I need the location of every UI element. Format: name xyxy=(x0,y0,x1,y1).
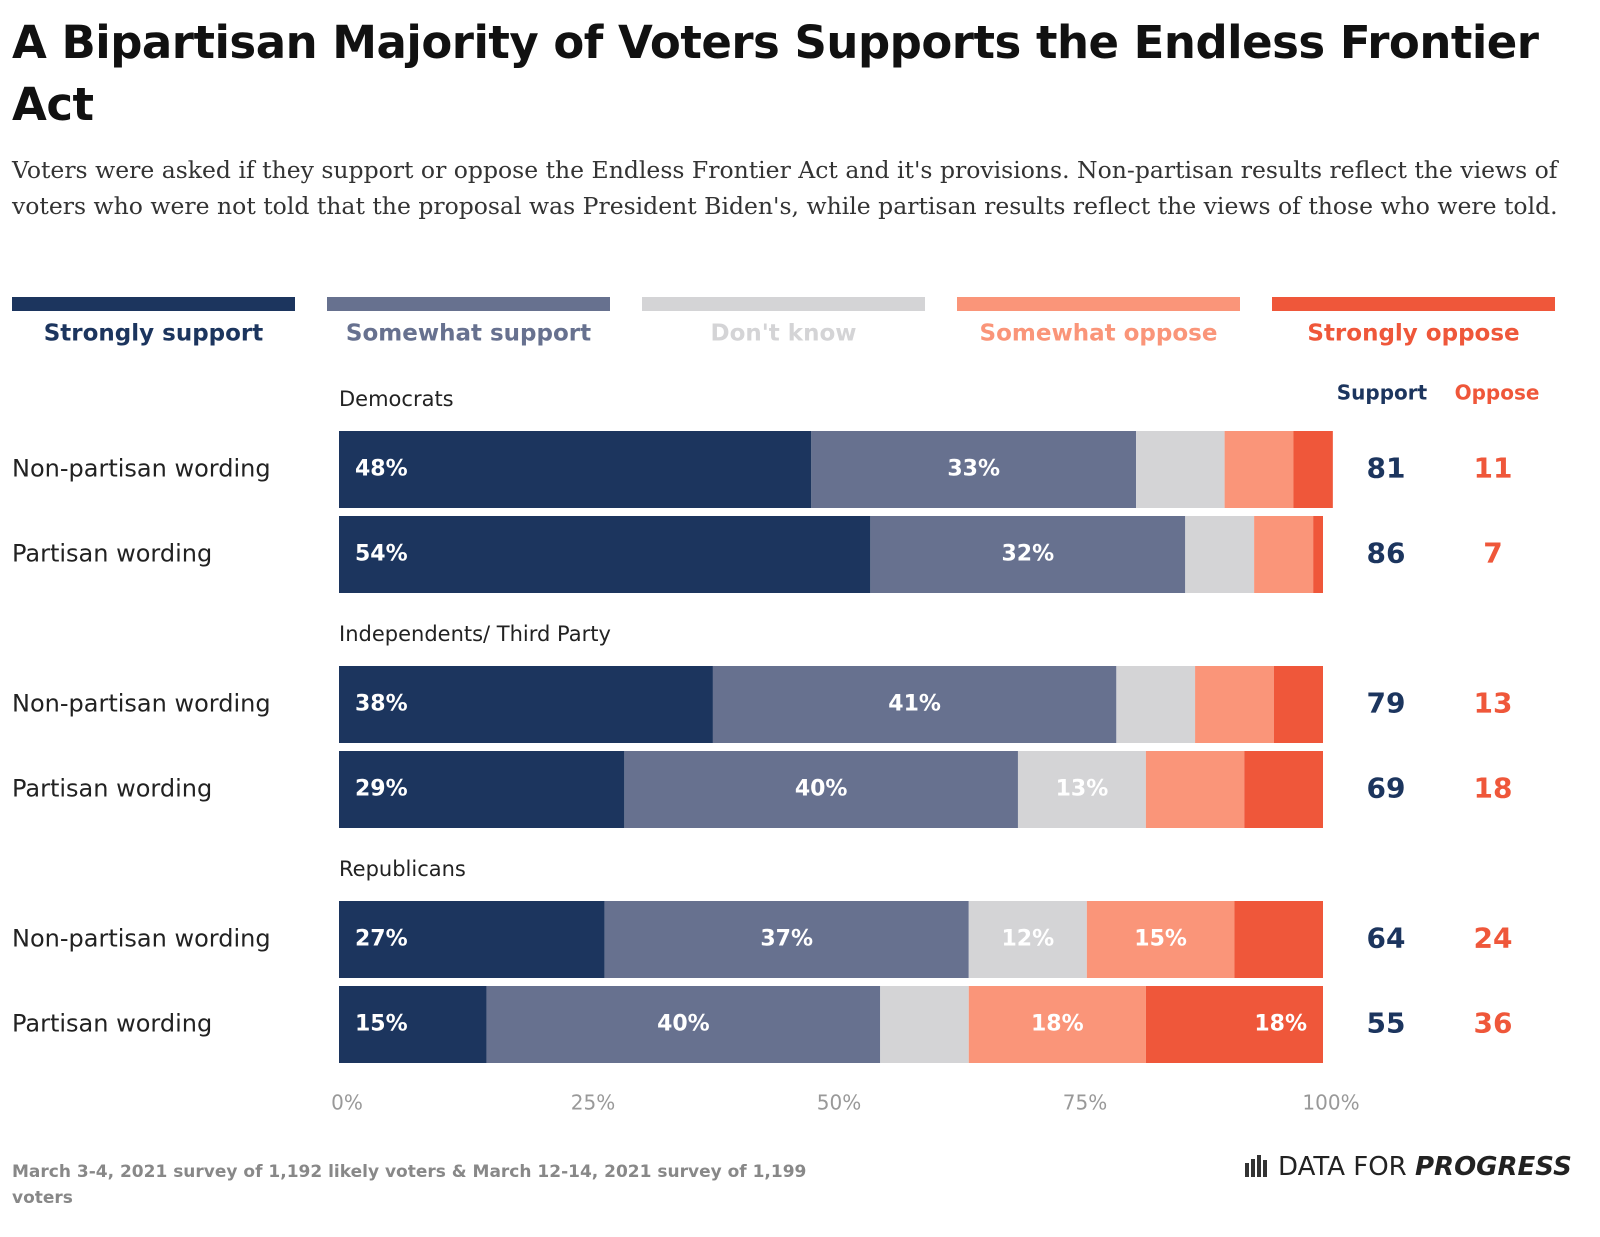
bar-segment xyxy=(1136,431,1225,508)
value-label: 27% xyxy=(355,927,408,952)
total-value: 24 xyxy=(1474,922,1513,955)
value-label: 15% xyxy=(1134,927,1187,952)
bar-segment xyxy=(1017,751,1146,828)
bar-segment xyxy=(1293,431,1333,508)
total-value: 55 xyxy=(1367,1007,1406,1040)
total-value: 86 xyxy=(1367,537,1406,570)
brand: DATA FOR PROGRESS xyxy=(1245,1152,1572,1182)
chart-subtitle: Voters were asked if they support or opp… xyxy=(12,156,1558,220)
value-label: 33% xyxy=(947,457,1000,482)
bar-segment xyxy=(604,901,969,978)
bar-segment xyxy=(712,666,1117,743)
source-note: March 3-4, 2021 survey of 1,192 likely v… xyxy=(12,1162,807,1208)
row-label: Partisan wording xyxy=(12,540,212,568)
bar-segment xyxy=(624,751,1018,828)
totals-header: Support xyxy=(1337,381,1428,405)
totals-header: Oppose xyxy=(1455,381,1540,405)
bar-segment xyxy=(1313,516,1323,593)
row-label: Partisan wording xyxy=(12,1010,212,1038)
bar-segment xyxy=(1273,666,1323,743)
row-label: Partisan wording xyxy=(12,775,212,803)
x-tick-label: 25% xyxy=(571,1091,615,1115)
legend-label: Strongly support xyxy=(44,321,264,347)
brand-name: DATA FOR xyxy=(1278,1152,1407,1182)
legend-label: Somewhat support xyxy=(346,321,591,347)
total-value: 69 xyxy=(1367,772,1406,805)
total-value: 36 xyxy=(1474,1007,1513,1040)
bar-segment xyxy=(1116,666,1196,743)
bar-segment xyxy=(1185,516,1255,593)
group-label: Independents/ Third Party xyxy=(339,622,611,646)
row-label: Non-partisan wording xyxy=(12,690,271,718)
bar-segment xyxy=(339,901,605,978)
x-tick-label: 75% xyxy=(1063,1091,1107,1115)
value-label: 48% xyxy=(355,457,408,482)
value-label: 38% xyxy=(355,692,408,717)
brand-emphasis: PROGRESS xyxy=(1415,1152,1572,1182)
bar-segment xyxy=(339,751,625,828)
legend-swatch xyxy=(957,297,1240,311)
bar-segment xyxy=(1254,516,1314,593)
legend-swatch xyxy=(327,297,610,311)
legend-label: Strongly oppose xyxy=(1307,321,1519,347)
total-value: 7 xyxy=(1483,537,1502,570)
bar-segment xyxy=(339,986,487,1063)
bar-segment xyxy=(880,986,969,1063)
total-value: 13 xyxy=(1474,687,1513,720)
bar-segment xyxy=(339,516,871,593)
value-label: 15% xyxy=(355,1012,408,1037)
value-label: 37% xyxy=(760,927,813,952)
total-value: 64 xyxy=(1367,922,1406,955)
svg-text:DATA FOR PROGRESS: DATA FOR PROGRESS xyxy=(1278,1152,1572,1182)
total-value: 18 xyxy=(1474,772,1513,805)
bar-segment xyxy=(1086,901,1235,978)
total-value: 81 xyxy=(1367,452,1406,485)
x-tick-label: 100% xyxy=(1302,1091,1359,1115)
group-label: Republicans xyxy=(339,857,466,881)
bar-segment xyxy=(1224,431,1294,508)
value-label: 12% xyxy=(1001,927,1054,952)
bar-segment xyxy=(1195,666,1274,743)
total-value: 11 xyxy=(1474,452,1513,485)
value-label: 54% xyxy=(355,542,408,567)
value-label: 41% xyxy=(888,692,941,717)
bar-segment xyxy=(968,986,1146,1063)
bar-segment xyxy=(811,431,1137,508)
bar-segment xyxy=(870,516,1186,593)
bar-segment xyxy=(1145,751,1245,828)
row-label: Non-partisan wording xyxy=(12,925,271,953)
value-label: 18% xyxy=(1031,1012,1084,1037)
value-label: 18% xyxy=(1254,1012,1307,1037)
bar-segment xyxy=(968,901,1087,978)
legend-label: Somewhat oppose xyxy=(980,321,1218,347)
value-label: 40% xyxy=(795,777,848,802)
group-label: Democrats xyxy=(339,387,454,411)
legend-swatch xyxy=(642,297,925,311)
legend-label: Don't know xyxy=(710,321,856,347)
bar-segment xyxy=(486,986,881,1063)
legend-swatch xyxy=(12,297,295,311)
value-label: 40% xyxy=(657,1012,710,1037)
total-value: 79 xyxy=(1367,687,1406,720)
bar-segment xyxy=(1244,751,1323,828)
legend-swatch xyxy=(1272,297,1555,311)
value-label: 32% xyxy=(1001,542,1054,567)
chart-title: A Bipartisan Majority of Voters Supports… xyxy=(12,16,1539,131)
bar-segment xyxy=(1145,986,1323,1063)
x-tick-label: 0% xyxy=(331,1091,363,1115)
value-label: 29% xyxy=(355,777,408,802)
row-label: Non-partisan wording xyxy=(12,455,271,483)
bar-segment xyxy=(339,431,812,508)
bar-segment xyxy=(1234,901,1323,978)
value-label: 13% xyxy=(1056,777,1109,802)
x-tick-label: 50% xyxy=(817,1091,861,1115)
bar-segment xyxy=(339,666,713,743)
